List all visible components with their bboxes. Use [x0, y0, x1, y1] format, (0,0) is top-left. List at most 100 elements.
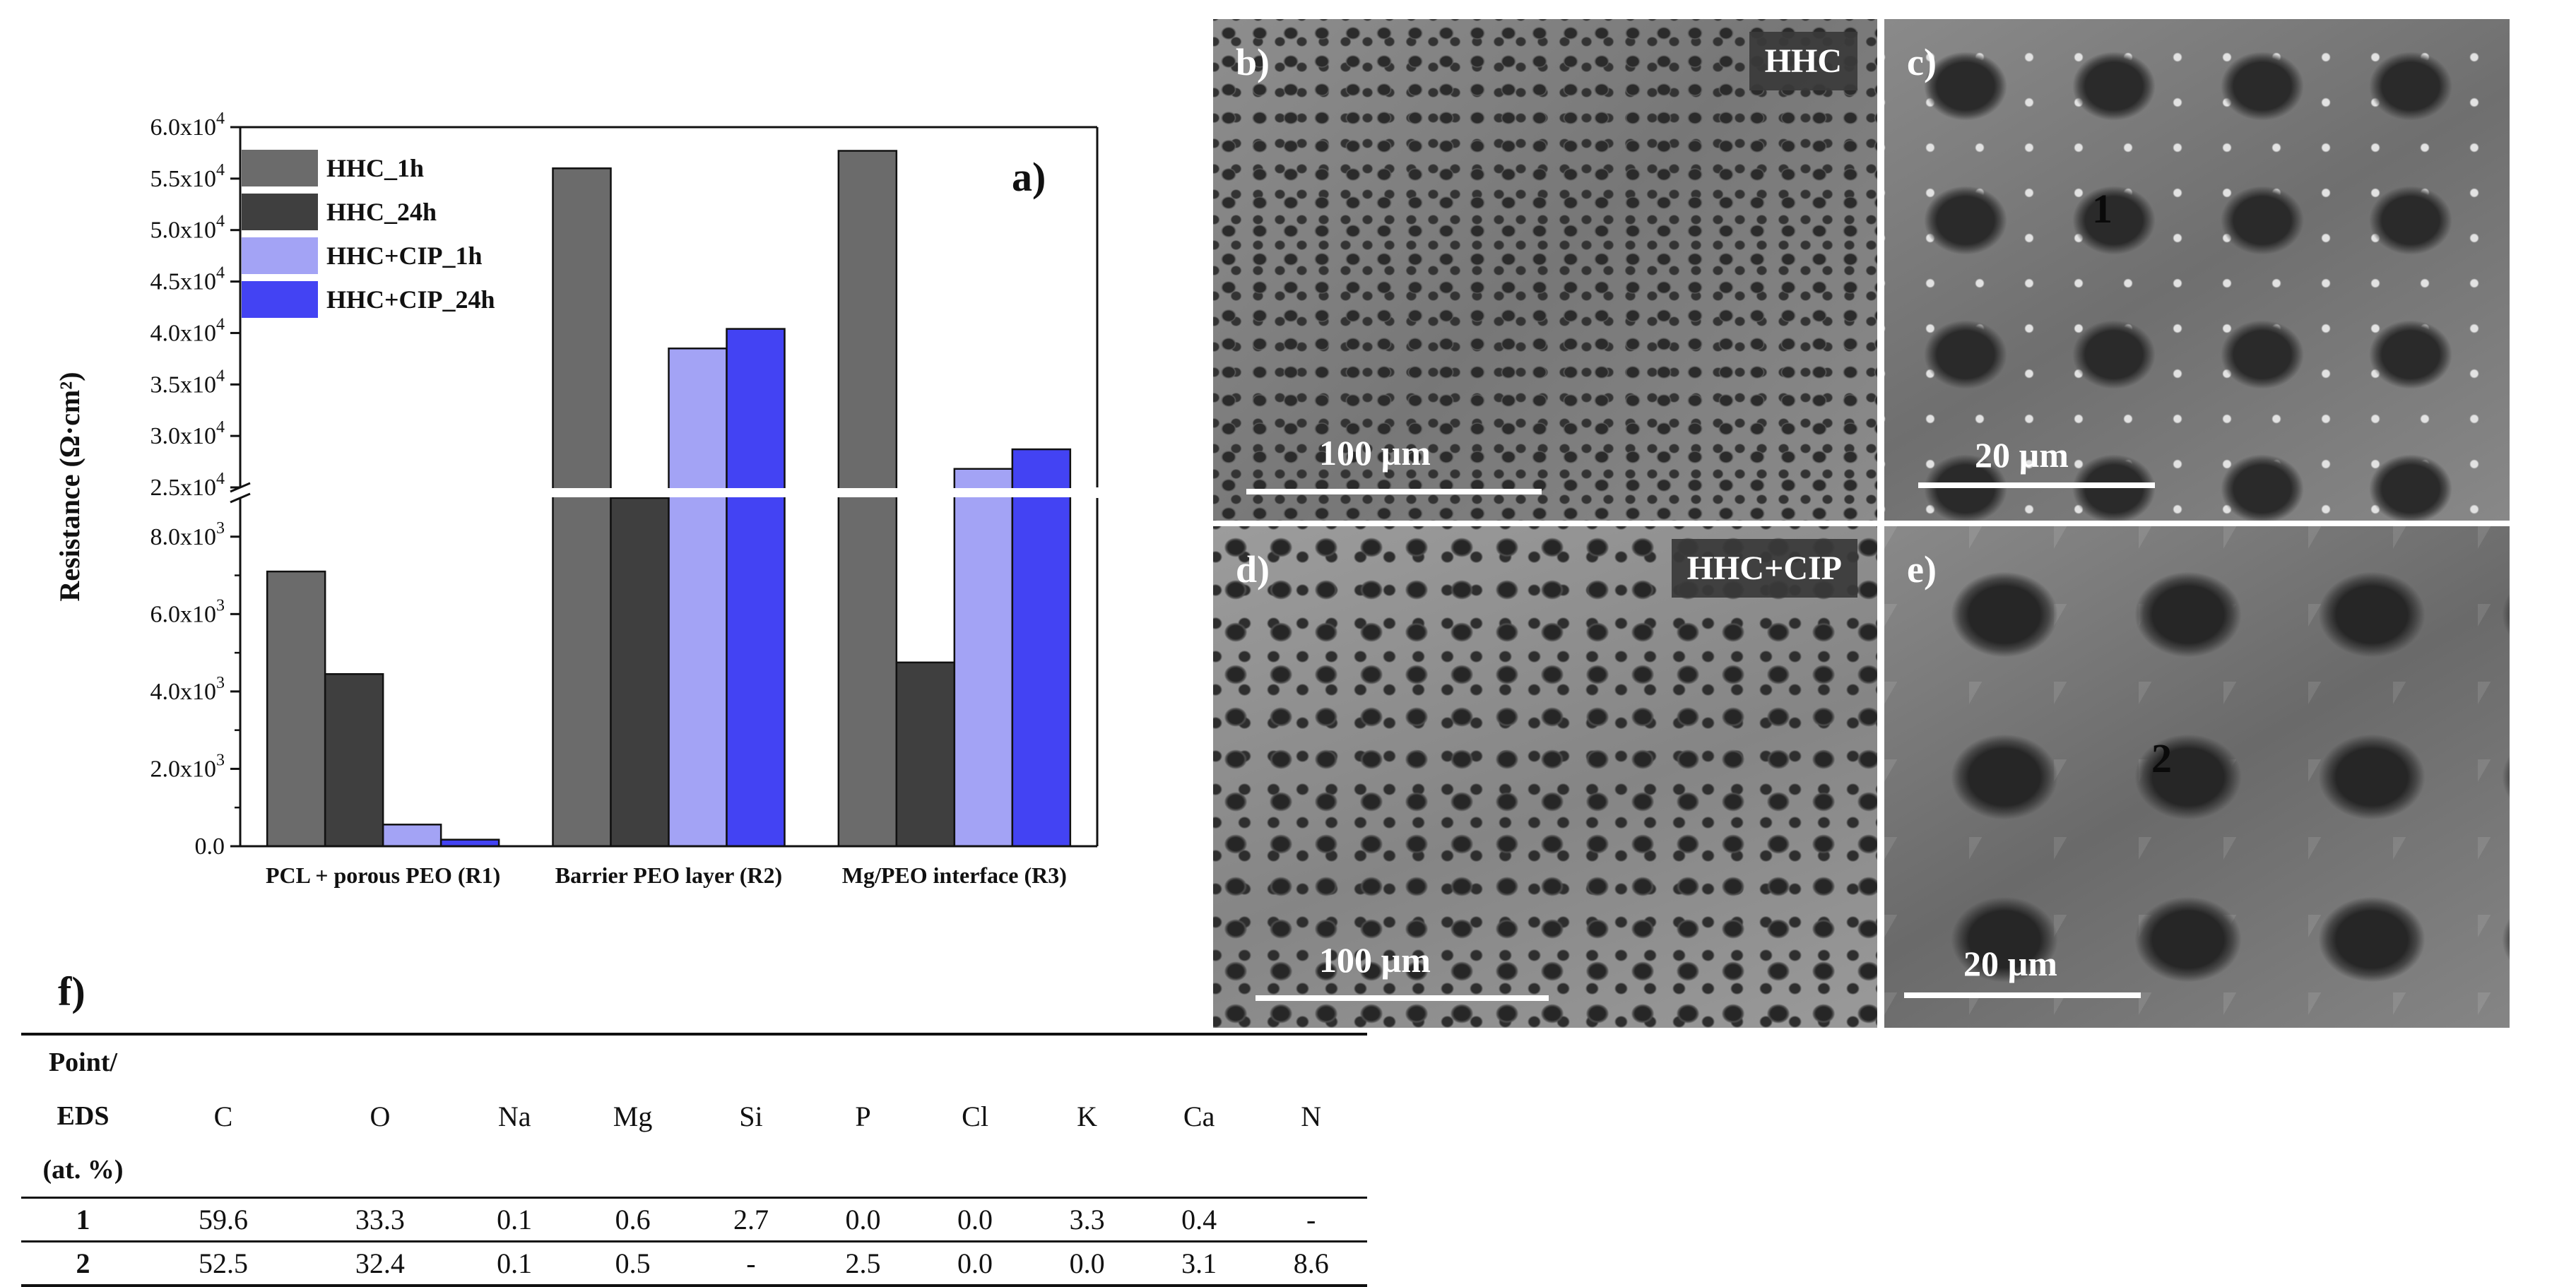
table-cell: 3.1	[1181, 1247, 1217, 1279]
table-cell: -	[746, 1247, 756, 1279]
table-cell: 0.4	[1181, 1204, 1217, 1235]
table-cell-point: 1	[76, 1204, 90, 1235]
x-category-label: PCL + porous PEO (R1)	[266, 862, 500, 888]
table-cell: 0.1	[497, 1204, 533, 1235]
sample-tag-hhc-cip: HHC+CIP	[1671, 539, 1857, 598]
sample-tag-hhc: HHC	[1749, 32, 1857, 90]
table-cell: 2.7	[733, 1204, 769, 1235]
table-cell-point: 2	[76, 1247, 90, 1279]
column-header: Mg	[613, 1100, 653, 1132]
column-header: Na	[497, 1100, 531, 1132]
panel-letter-f: f)	[58, 968, 85, 1014]
column-header: Ca	[1183, 1100, 1215, 1132]
table-cell: 33.3	[355, 1204, 405, 1235]
scale-bar-label-c: 20 µm	[1975, 435, 2069, 475]
y-axis-label: Resistance (Ω·cm²)	[54, 372, 85, 601]
table-cell: 0.0	[1069, 1247, 1105, 1279]
panel-letter-a: a)	[1012, 154, 1046, 200]
axis-break-gap	[226, 488, 1111, 497]
table-header-row: Point/ EDS (at. %) C O Na Mg Si P Cl K C…	[21, 1034, 1367, 1198]
scale-bar-label-b: 100 µm	[1319, 433, 1431, 473]
bar	[266, 570, 326, 848]
y-tick-label: 4.5x104	[150, 264, 225, 295]
y-tick-label: 6.0x103	[150, 596, 225, 627]
legend-swatch	[242, 194, 318, 230]
table-cell: -	[1306, 1204, 1316, 1235]
bar	[610, 497, 670, 848]
table-cell: 0.0	[845, 1204, 881, 1235]
panel-letter-b: b)	[1236, 41, 1270, 83]
y-tick-label: 4.0x103	[150, 674, 225, 705]
legend-label: HHC+CIP_24h	[326, 285, 495, 314]
scale-bar-label-d: 100 µm	[1319, 940, 1431, 980]
scale-bar-label-e: 20 µm	[1963, 944, 2057, 983]
scale-bar-e	[1904, 992, 2141, 998]
bar	[837, 150, 898, 848]
table-cell: 3.3	[1069, 1204, 1105, 1235]
legend-label: HHC+CIP_1h	[326, 242, 483, 270]
panel-letter-e: e)	[1907, 548, 1937, 591]
column-header: O	[370, 1100, 391, 1132]
column-header: K	[1077, 1100, 1098, 1132]
y-tick-label: 0.0	[195, 834, 225, 860]
legend-label: HHC_24h	[326, 198, 437, 226]
column-header: C	[213, 1100, 233, 1132]
axis-break-mark	[230, 492, 251, 504]
y-tick-label: 5.0x104	[150, 213, 225, 244]
table-cell: 52.5	[198, 1247, 248, 1279]
bar	[1011, 448, 1072, 848]
table-row: 2 52.5 32.4 0.1 0.5 - 2.5 0.0 0.0 3.1 8.…	[21, 1241, 1367, 1286]
legend-swatch	[242, 237, 318, 274]
table-cell: 2.5	[845, 1247, 881, 1279]
y-tick-label: 4.0x104	[150, 315, 225, 346]
table-cell: 0.0	[957, 1204, 993, 1235]
header-line-at-percent: (at. %)	[42, 1155, 124, 1185]
bar	[668, 348, 728, 848]
column-header: Cl	[962, 1100, 988, 1132]
y-tick-label: 3.5x104	[150, 367, 225, 398]
table-cell: 0.6	[615, 1204, 651, 1235]
table-cell: 0.5	[615, 1247, 651, 1279]
column-header: Si	[739, 1100, 763, 1132]
header-line-point: Point/	[48, 1048, 118, 1077]
bar	[953, 468, 1014, 848]
scale-bar-c	[1918, 482, 2155, 488]
table-header-point: Point/ EDS (at. %)	[21, 1034, 145, 1198]
sem-micrograph-e: e) 2 20 µm	[1884, 526, 2510, 1028]
x-category-label: Barrier PEO layer (R2)	[555, 862, 782, 888]
sem-micrograph-b: b) HHC 100 µm	[1213, 19, 1877, 521]
bar	[726, 328, 786, 848]
scale-bar-b	[1246, 489, 1542, 494]
header-line-eds: EDS	[57, 1101, 110, 1131]
eds-point-1: 1	[2092, 186, 2113, 232]
legend-label: HHC_1h	[326, 154, 424, 182]
column-header: P	[855, 1100, 871, 1132]
table-cell: 0.0	[957, 1247, 993, 1279]
eds-point-2: 2	[2151, 735, 2172, 781]
eds-composition-table: Point/ EDS (at. %) C O Na Mg Si P Cl K C…	[21, 1033, 1367, 1287]
y-tick-label: 5.5x104	[150, 161, 225, 192]
bar	[552, 167, 612, 848]
bar	[895, 661, 956, 848]
y-tick-label: 8.0x103	[150, 519, 225, 550]
bar	[382, 824, 442, 848]
panel-letter-c: c)	[1907, 41, 1937, 83]
y-tick-label: 2.0x103	[150, 751, 225, 782]
table-cell: 59.6	[198, 1204, 248, 1235]
table-cell: 0.1	[497, 1247, 533, 1279]
column-header: N	[1301, 1100, 1322, 1132]
scale-bar-d	[1255, 995, 1549, 1001]
y-tick-label: 2.5x104	[150, 470, 225, 501]
legend-swatch	[242, 150, 318, 186]
bar	[324, 672, 384, 848]
resistance-bar-chart: 0.0 2.0x103 4.0x103 6.0x103 8.0x103 2.5x104 3.…	[54, 109, 1111, 888]
table-row: 1 59.6 33.3 0.1 0.6 2.7 0.0 0.0 3.3 0.4 …	[21, 1197, 1367, 1242]
y-tick-label: 6.0x104	[150, 109, 225, 141]
table-cell: 32.4	[355, 1247, 405, 1279]
x-category-label: Mg/PEO interface (R3)	[842, 862, 1067, 888]
sem-micrograph-d: d) HHC+CIP 100 µm	[1213, 526, 1877, 1028]
y-tick-label: 3.0x104	[150, 418, 225, 449]
table-cell: 8.6	[1293, 1247, 1329, 1279]
legend-swatch	[242, 281, 318, 318]
sem-micrograph-c: c) 1 20 µm	[1884, 19, 2510, 521]
